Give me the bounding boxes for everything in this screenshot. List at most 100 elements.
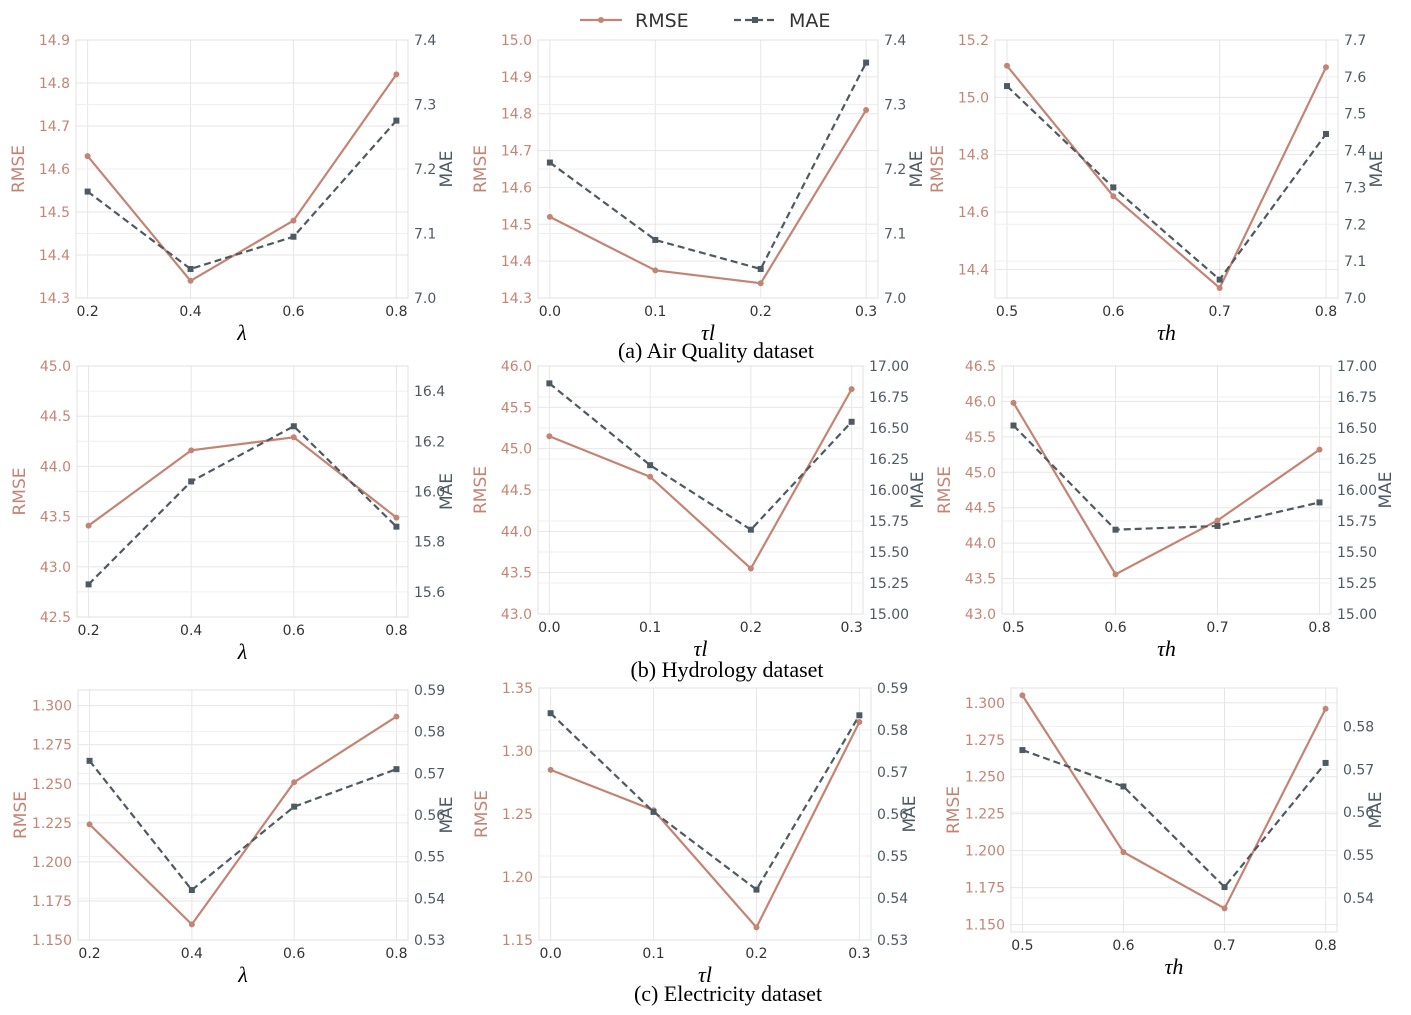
- mae-point: [1112, 526, 1119, 533]
- mae-point: [546, 380, 553, 387]
- plot-frame: [994, 39, 1339, 299]
- x-axis-label: τh: [1165, 954, 1184, 979]
- mae-point: [848, 418, 855, 425]
- mae-point: [1316, 499, 1323, 506]
- x-tick-label: 0.7: [1213, 938, 1235, 954]
- x-tick-label: 0.7: [1209, 304, 1231, 320]
- y2-tick-label: 7.1: [884, 227, 906, 243]
- x-tick-label: 0.4: [179, 304, 201, 320]
- y2-tick-label: 7.0: [884, 291, 906, 307]
- y-tick-label: 45.0: [40, 359, 71, 375]
- mae-point: [1322, 759, 1329, 766]
- plot-frame: [1010, 687, 1338, 933]
- y-tick-label: 44.5: [965, 501, 996, 517]
- mae-series-line: [1006, 85, 1327, 282]
- x-tick-label: 0.1: [644, 304, 666, 320]
- x-axis-label: τl: [694, 636, 708, 661]
- mae-point: [753, 886, 760, 893]
- y-axis-label: RMSE: [471, 145, 491, 193]
- rmse-point: [393, 514, 400, 521]
- x-tick-label: 0.2: [740, 620, 762, 636]
- y-tick-label: 14.5: [39, 205, 70, 221]
- y-tick-label: 43.0: [40, 560, 71, 576]
- legend: RMSE MAE: [580, 10, 830, 32]
- y2-tick-label: 0.58: [1343, 720, 1374, 736]
- x-tick-label: 0.8: [385, 946, 407, 962]
- y2-axis-label: MAE: [1366, 791, 1386, 828]
- rmse-point: [1019, 692, 1026, 699]
- y-tick-label: 14.6: [501, 180, 532, 196]
- rmse-point: [753, 924, 760, 931]
- plot-frame: [1001, 365, 1332, 615]
- plot-frame: [537, 365, 864, 615]
- y-axis-label: RMSE: [472, 790, 492, 838]
- y-tick-label: 14.6: [39, 162, 70, 178]
- rmse-series-line: [549, 109, 868, 285]
- mae-point: [546, 159, 553, 166]
- y2-tick-label: 7.1: [1344, 254, 1366, 270]
- mae-point: [188, 887, 195, 893]
- y-tick-label: 14.3: [39, 291, 70, 307]
- x-tick-label: 0.8: [1308, 620, 1330, 636]
- chart-hyd-lambda: 0.2 0.4 0.6 0.8 42.5 43.0 43.5 44.0 44.5 45.0 15.6…: [10, 359, 457, 664]
- x-tick-label: 0.0: [539, 304, 561, 320]
- y2-tick-label: 0.56: [414, 808, 445, 824]
- y2-axis-label: MAE: [908, 471, 928, 508]
- y-tick-label: 46.0: [965, 394, 996, 410]
- y-tick-label: 1.300: [965, 696, 1005, 712]
- mae-point: [757, 265, 764, 272]
- rmse-point: [1221, 905, 1228, 912]
- y-axis-label: RMSE: [11, 791, 31, 839]
- y2-tick-label: 0.59: [877, 681, 908, 697]
- y2-tick-label: 0.57: [1343, 762, 1374, 778]
- mae-point: [652, 236, 659, 243]
- rmse-point: [187, 277, 194, 284]
- y2-tick-label: 0.56: [1343, 805, 1374, 821]
- y-axis-label: RMSE: [471, 466, 491, 514]
- y2-tick-label: 7.2: [414, 162, 436, 178]
- x-tick-label: 0.7: [1206, 620, 1228, 636]
- rmse-point: [1322, 64, 1329, 71]
- y2-tick-label: 7.0: [414, 291, 436, 307]
- x-tick-label: 0.5: [1011, 938, 1033, 954]
- y2-tick-label: 15.75: [869, 514, 909, 530]
- y-tick-label: 14.5: [501, 217, 532, 233]
- y-tick-label: 14.7: [501, 144, 532, 160]
- rmse-series-line: [1021, 694, 1327, 910]
- y-tick-label: 43.0: [501, 607, 532, 623]
- y-tick-label: 44.0: [40, 459, 71, 475]
- y2-axis-label: MAE: [437, 473, 457, 510]
- mae-point: [1216, 276, 1223, 283]
- x-tick-label: 0.0: [538, 620, 560, 636]
- y2-axis-label: MAE: [1367, 150, 1387, 187]
- y2-tick-label: 0.57: [877, 765, 908, 781]
- y-tick-label: 43.5: [40, 510, 71, 526]
- y2-tick-label: 0.55: [877, 849, 908, 865]
- y2-tick-label: 7.0: [1344, 291, 1366, 307]
- rmse-point: [188, 921, 195, 928]
- caption-air-quality: (a) Air Quality dataset: [618, 338, 814, 363]
- mae-series-line: [549, 62, 868, 271]
- y2-tick-label: 7.4: [884, 33, 906, 49]
- x-axis-label: τl: [698, 962, 712, 987]
- mae-series-line: [1022, 749, 1327, 889]
- rmse-series-line: [87, 436, 398, 527]
- rmse-point: [547, 766, 554, 773]
- y2-tick-label: 15.8: [414, 535, 445, 551]
- y-tick-label: 42.5: [40, 610, 71, 626]
- y2-axis-label: MAE: [437, 796, 457, 833]
- x-tick-label: 0.2: [78, 946, 100, 962]
- mae-point: [393, 523, 400, 530]
- y2-tick-label: 0.55: [414, 850, 445, 866]
- mae-point: [85, 581, 92, 588]
- y-tick-label: 1.175: [965, 881, 1005, 897]
- legend-rmse-label: RMSE: [635, 10, 689, 32]
- rmse-point: [757, 280, 764, 287]
- y-tick-label: 44.5: [501, 483, 532, 499]
- y-tick-label: 14.4: [501, 254, 532, 270]
- rmse-point: [747, 565, 754, 572]
- y2-tick-label: 0.58: [414, 725, 445, 741]
- y2-tick-label: 0.55: [1343, 848, 1374, 864]
- y2-tick-label: 0.57: [414, 766, 445, 782]
